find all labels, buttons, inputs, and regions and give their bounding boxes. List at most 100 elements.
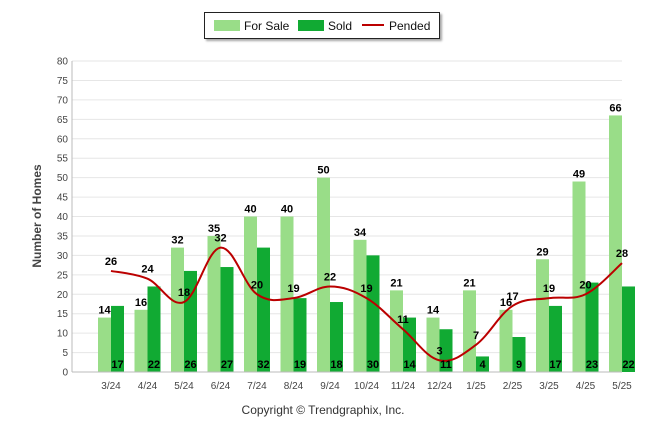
data-label-pended: 26 (105, 256, 117, 268)
x-tick-label: 4/25 (576, 381, 596, 392)
y-tick-label: 25 (57, 270, 69, 281)
x-tick-label: 4/24 (138, 381, 158, 392)
y-tick-label: 20 (57, 290, 69, 301)
x-tick-label: 3/24 (101, 381, 121, 392)
y-tick-label: 35 (57, 231, 69, 242)
pended-line (110, 246, 623, 362)
bar-sold (476, 356, 489, 372)
bar-sold (257, 247, 270, 372)
bars (98, 115, 635, 373)
bar-for-sale (244, 216, 257, 372)
data-label-sold: 14 (403, 359, 416, 371)
data-label-for-sale: 21 (390, 277, 402, 289)
data-label-for-sale: 66 (609, 102, 621, 114)
legend-label-sold: Sold (328, 19, 353, 33)
axes: 0 5 10 15 20 25 30 35 40 45 50 55 60 65 70 75 80 3/24 4/24… (57, 57, 632, 393)
bar-for-sale (207, 235, 221, 372)
y-tick-label: 75 (57, 76, 69, 87)
y-tick-label: 15 (57, 309, 69, 320)
data-label-for-sale: 32 (171, 235, 183, 247)
data-label-for-sale: 40 (244, 204, 256, 216)
data-label-pended: 3 (436, 345, 442, 357)
x-tick-label: 12/24 (427, 381, 452, 392)
y-tick-label: 0 (62, 368, 68, 379)
data-label-sold: 4 (479, 359, 486, 371)
data-label-for-sale: 21 (463, 277, 475, 289)
bar-for-sale (609, 115, 622, 373)
bar-for-sale (499, 309, 513, 372)
data-label-for-sale: 35 (208, 223, 220, 235)
data-label-sold: 23 (586, 359, 598, 371)
data-label-for-sale: 16 (135, 297, 147, 309)
pended-series-line (110, 246, 623, 362)
data-label-pended: 22 (324, 271, 336, 283)
y-tick-label: 45 (57, 193, 69, 204)
data-label-for-sale: 40 (281, 204, 293, 216)
data-label-sold: 17 (111, 359, 123, 371)
legend-item-sold[interactable]: Sold (298, 18, 352, 34)
x-tick-label: 9/24 (320, 381, 340, 392)
bar-sold (622, 286, 635, 372)
legend-swatch-pended (362, 24, 384, 26)
bar-for-sale (98, 317, 111, 372)
data-label-sold: 27 (221, 359, 233, 371)
data-label-pended: 19 (287, 283, 299, 295)
data-label-sold: 18 (330, 359, 342, 371)
bar-sold (220, 267, 234, 372)
data-label-pended: 20 (251, 279, 263, 291)
data-label-sold: 32 (257, 359, 269, 371)
bar-for-sale (536, 259, 549, 372)
data-label-pended: 18 (178, 287, 190, 299)
legend-label-pended: Pended (389, 19, 431, 33)
data-label-pended: 17 (506, 291, 518, 303)
legend-swatch-for-sale (214, 20, 240, 31)
data-label-sold: 22 (148, 359, 160, 371)
x-tick-label: 2/25 (503, 381, 523, 392)
x-tick-label: 5/25 (612, 381, 632, 392)
data-label-for-sale: 49 (573, 169, 585, 181)
data-label-for-sale: 14 (427, 305, 440, 317)
bar-sold (147, 286, 161, 372)
data-label-pended: 11 (397, 314, 409, 326)
data-label-sold: 19 (294, 359, 306, 371)
data-label-pended: 28 (616, 248, 628, 260)
legend-item-pended[interactable]: Pended (362, 18, 430, 34)
data-label-pended: 19 (543, 283, 555, 295)
legend-swatch-sold (298, 20, 324, 31)
x-tick-label: 3/25 (539, 381, 559, 392)
legend-item-for-sale[interactable]: For Sale (214, 18, 289, 34)
data-label-sold: 17 (549, 359, 561, 371)
legend: For Sale Sold Pended (204, 12, 440, 39)
data-label-sold: 30 (367, 359, 379, 371)
y-tick-label: 70 (57, 95, 69, 106)
data-label-sold: 9 (516, 359, 522, 371)
bar-sold (549, 305, 562, 372)
data-label-pended: 20 (579, 279, 591, 291)
y-axis-title: Number of Homes (30, 164, 44, 268)
y-tick-label: 40 (57, 212, 69, 223)
bar-for-sale (317, 177, 330, 372)
y-tick-label: 60 (57, 134, 69, 145)
bar-sold (184, 270, 197, 372)
y-tick-label: 55 (57, 154, 69, 165)
data-label-for-sale: 16 (500, 297, 512, 309)
data-label-pended: 7 (473, 330, 479, 342)
copyright-text: Copyright © Trendgraphix, Inc. (241, 403, 405, 417)
bar-sold (585, 282, 599, 372)
y-tick-label: 5 (62, 348, 68, 359)
x-tick-label: 1/25 (466, 381, 486, 392)
x-tick-label: 10/24 (354, 381, 379, 392)
data-label-pended: 19 (360, 283, 372, 295)
bar-sold (111, 305, 124, 372)
y-tick-label: 50 (57, 173, 69, 184)
grid-lines (72, 60, 622, 373)
bar-for-sale (390, 290, 403, 372)
data-label-for-sale: 29 (536, 246, 548, 258)
data-label-sold: 11 (440, 359, 452, 371)
bar-sold (366, 255, 380, 372)
bar-for-sale (134, 309, 148, 372)
y-tick-label: 80 (57, 57, 69, 68)
x-tick-label: 11/24 (391, 381, 416, 392)
legend-label-for-sale: For Sale (244, 19, 290, 33)
